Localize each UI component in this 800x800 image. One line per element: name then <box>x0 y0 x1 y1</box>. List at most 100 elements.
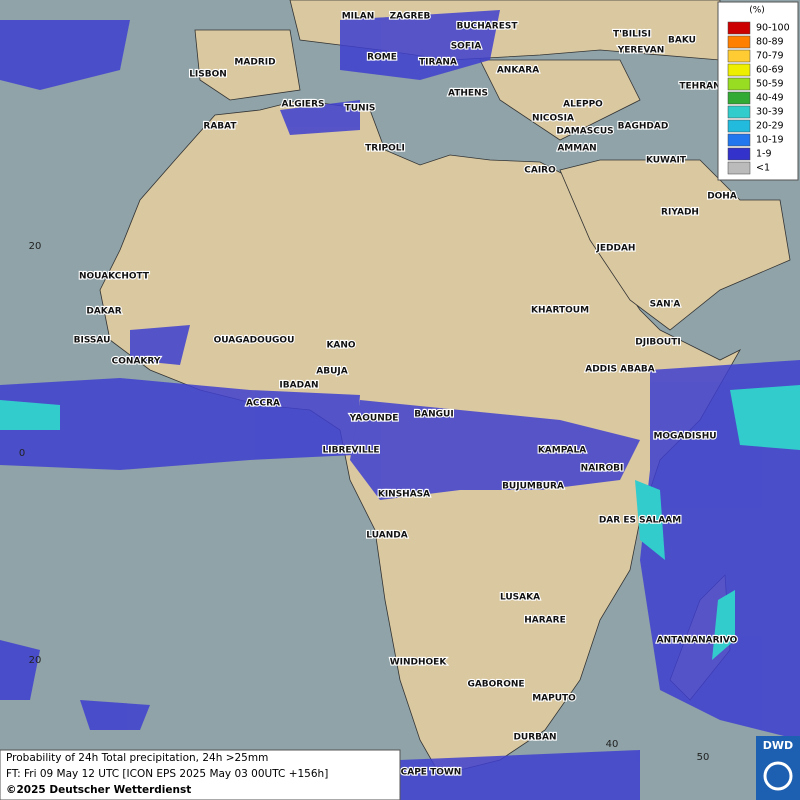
footer-line: ©2025 Deutscher Wetterdienst <box>6 784 191 796</box>
legend-label: 70-79 <box>756 51 784 62</box>
legend-swatch <box>727 147 751 161</box>
city-label: TIRANA <box>419 58 457 68</box>
city-label: BAGHDAD <box>618 122 669 132</box>
precip-area <box>0 640 40 700</box>
city-label: ROME <box>367 53 397 63</box>
city-label: JEDDAH <box>596 244 636 254</box>
city-label: KHARTOUM <box>531 306 589 316</box>
precip-area <box>635 480 665 560</box>
legend-label: 80-89 <box>756 37 784 48</box>
city-label: DAR ES SALAAM <box>599 516 681 526</box>
city-label: NICOSIA <box>532 114 574 124</box>
grid-label: 20 <box>29 655 42 666</box>
city-label: KUWAIT <box>646 156 687 166</box>
city-label: KANO <box>326 341 355 351</box>
city-label: WINDHOEK <box>390 658 448 668</box>
city-label: BISSAU <box>74 336 111 346</box>
city-label: SOFIA <box>451 42 482 52</box>
city-label: MADRID <box>234 58 275 68</box>
city-label: OUAGADOUGOU <box>214 336 295 346</box>
footer-box <box>0 749 401 800</box>
legend-swatch <box>727 161 751 175</box>
legend-label: <1 <box>756 163 770 174</box>
city-label: BAKU <box>668 36 696 46</box>
iberia <box>194 29 301 101</box>
city-label: ALGIERS <box>282 100 325 110</box>
city-label: LIBREVILLE <box>323 446 380 456</box>
city-label: BANGUI <box>414 410 453 420</box>
city-label: TUNIS <box>345 104 376 114</box>
city-label: HARARE <box>524 616 565 626</box>
city-label: LUANDA <box>366 531 407 541</box>
precip-area <box>400 750 640 800</box>
city-label: BUCHAREST <box>457 22 519 32</box>
footer-line: Probability of 24h Total precipitation, … <box>6 752 268 764</box>
grid-label: 50 <box>697 752 710 763</box>
legend-title: (%) <box>749 6 765 16</box>
legend-swatch <box>727 21 751 35</box>
legend-swatch <box>727 35 751 49</box>
city-label: RIYADH <box>661 208 699 218</box>
legend-swatch <box>727 133 751 147</box>
precip-area <box>130 325 190 365</box>
legend-label: 30-39 <box>756 107 784 118</box>
precip-area <box>730 385 800 450</box>
city-label: YAOUNDE <box>349 414 399 424</box>
city-label: KINSHASA <box>378 490 430 500</box>
grid-label: 40 <box>606 739 619 750</box>
city-label: ACCRA <box>246 399 280 409</box>
legend-label: 50-59 <box>756 79 784 90</box>
grid-label: 0 <box>19 448 25 459</box>
city-label: DURBAN <box>513 733 556 743</box>
city-label: BUJUMBURA <box>502 482 564 492</box>
city-label: TRIPOLI <box>365 144 405 154</box>
footer-line: FT: Fri 09 May 12 UTC [ICON EPS 2025 May… <box>6 768 328 780</box>
legend-swatch <box>727 77 751 91</box>
city-label: ABUJA <box>316 367 347 377</box>
city-label: CAIRO <box>524 166 556 176</box>
city-label: NAIROBI <box>581 464 624 474</box>
city-label: ADDIS ABABA <box>585 365 655 375</box>
city-label: GABORONE <box>467 680 524 690</box>
precip-area <box>350 400 640 500</box>
legend-label: 1-9 <box>756 149 772 160</box>
legend-swatch <box>727 63 751 77</box>
precip-area <box>340 10 500 80</box>
turkey-levant <box>479 59 641 141</box>
city-label: MOGADISHU <box>653 432 716 442</box>
legend-label: 10-19 <box>756 135 784 146</box>
city-label: MAPUTO <box>532 694 576 704</box>
legend-label: 40-49 <box>756 93 784 104</box>
city-label: IBADAN <box>279 381 318 391</box>
city-label: DAKAR <box>86 307 121 317</box>
precipitation <box>0 10 800 800</box>
city-label: RABAT <box>203 122 237 132</box>
legend: (%) 90-100 80-89 70-79 60-69 50-59 40-49 30-39… <box>717 1 799 181</box>
city-label: KAMPALA <box>538 446 586 456</box>
precipitation-high <box>0 385 800 660</box>
logo-text: DWD <box>763 739 793 752</box>
legend-label: 20-29 <box>756 121 784 132</box>
city-label: ZAGREB <box>390 12 431 22</box>
legend-label: 90-100 <box>756 23 790 34</box>
grid-labels: 20 0 20 40 50 <box>19 241 710 763</box>
city-label: SAN'A <box>650 300 681 310</box>
precip-area <box>0 400 60 430</box>
precip-area <box>0 20 130 90</box>
logo: DWD <box>756 736 800 800</box>
city-label: TEHRAN <box>679 82 720 92</box>
city-label: ANTANANARIVO <box>657 636 738 646</box>
precip-area <box>712 590 735 660</box>
legend-swatch <box>727 49 751 63</box>
logo-swirl <box>763 761 793 791</box>
city-label: CAPE TOWN <box>401 768 462 778</box>
legend-label: 60-69 <box>756 65 784 76</box>
city-label: ALEPPO <box>563 100 603 110</box>
city-label: ANKARA <box>497 66 539 76</box>
legend-swatch <box>727 119 751 133</box>
city-label: DJIBOUTI <box>635 338 680 348</box>
legend-swatch <box>727 105 751 119</box>
city-label: LUSAKA <box>500 593 540 603</box>
city-label: YEREVAN <box>617 46 665 56</box>
